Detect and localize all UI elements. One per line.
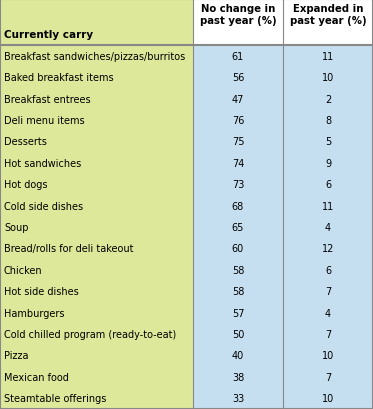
Bar [0, 131, 193, 153]
Bar [193, 217, 373, 238]
Text: 73: 73 [232, 180, 244, 190]
Text: 47: 47 [232, 94, 244, 104]
Text: 8: 8 [325, 116, 331, 126]
Text: Breakfast entrees: Breakfast entrees [4, 94, 91, 104]
Text: Baked breakfast items: Baked breakfast items [4, 73, 114, 83]
Text: 38: 38 [232, 372, 244, 382]
Text: 50: 50 [232, 329, 244, 339]
Bar [193, 131, 373, 153]
Text: 75: 75 [232, 137, 244, 147]
Text: Cold side dishes: Cold side dishes [4, 201, 83, 211]
Text: Desserts: Desserts [4, 137, 47, 147]
Text: Bread/rolls for deli takeout: Bread/rolls for deli takeout [4, 244, 134, 254]
Bar [0, 324, 193, 345]
Bar [0, 196, 193, 217]
Text: Chicken: Chicken [4, 265, 43, 275]
Bar [0, 89, 193, 110]
Text: 68: 68 [232, 201, 244, 211]
Text: Soup: Soup [4, 222, 28, 232]
Bar [193, 110, 373, 131]
Text: 5: 5 [325, 137, 331, 147]
Bar [0, 345, 193, 366]
Text: 7: 7 [325, 329, 331, 339]
Bar [193, 345, 373, 366]
Text: Hot sandwiches: Hot sandwiches [4, 158, 81, 169]
Bar [0, 281, 193, 302]
Bar [0, 110, 193, 131]
Text: 7: 7 [325, 372, 331, 382]
Bar [193, 302, 373, 324]
Text: 11: 11 [322, 201, 334, 211]
Bar [193, 67, 373, 89]
Text: 56: 56 [232, 73, 244, 83]
Text: 58: 58 [232, 287, 244, 297]
Text: 9: 9 [325, 158, 331, 169]
Text: 10: 10 [322, 393, 334, 403]
Bar [193, 0, 373, 46]
Text: 10: 10 [322, 351, 334, 361]
Bar [193, 366, 373, 388]
Bar [193, 46, 373, 67]
Text: 4: 4 [325, 222, 331, 232]
Bar [193, 324, 373, 345]
Bar [193, 196, 373, 217]
Text: 7: 7 [325, 287, 331, 297]
Bar [0, 302, 193, 324]
Bar [0, 153, 193, 174]
Text: Mexican food: Mexican food [4, 372, 69, 382]
Bar [193, 281, 373, 302]
Text: 58: 58 [232, 265, 244, 275]
Text: 4: 4 [325, 308, 331, 318]
Text: 76: 76 [232, 116, 244, 126]
Bar [0, 0, 193, 46]
Text: Expanded in
past year (%): Expanded in past year (%) [290, 4, 366, 26]
Text: Currently carry: Currently carry [4, 30, 93, 40]
Text: 60: 60 [232, 244, 244, 254]
Text: 33: 33 [232, 393, 244, 403]
Text: 40: 40 [232, 351, 244, 361]
Text: Pizza: Pizza [4, 351, 28, 361]
Text: Hamburgers: Hamburgers [4, 308, 65, 318]
Text: 61: 61 [232, 52, 244, 62]
Text: No change in
past year (%): No change in past year (%) [200, 4, 276, 26]
Bar [0, 217, 193, 238]
Bar [193, 89, 373, 110]
Text: 12: 12 [322, 244, 334, 254]
Text: 2: 2 [325, 94, 331, 104]
Bar [193, 238, 373, 259]
Bar [193, 153, 373, 174]
Text: Cold chilled program (ready-to-eat): Cold chilled program (ready-to-eat) [4, 329, 176, 339]
Text: Steamtable offerings: Steamtable offerings [4, 393, 106, 403]
Bar [193, 174, 373, 196]
Text: Hot dogs: Hot dogs [4, 180, 47, 190]
Text: 6: 6 [325, 180, 331, 190]
Bar [0, 388, 193, 409]
Text: 6: 6 [325, 265, 331, 275]
Text: 65: 65 [232, 222, 244, 232]
Text: 10: 10 [322, 73, 334, 83]
Bar [193, 388, 373, 409]
Bar [0, 259, 193, 281]
Bar [0, 366, 193, 388]
Text: 57: 57 [232, 308, 244, 318]
Text: Deli menu items: Deli menu items [4, 116, 85, 126]
Text: 74: 74 [232, 158, 244, 169]
Text: Hot side dishes: Hot side dishes [4, 287, 79, 297]
Bar [0, 46, 193, 67]
Text: 11: 11 [322, 52, 334, 62]
Bar [0, 238, 193, 259]
Bar [193, 259, 373, 281]
Bar [0, 67, 193, 89]
Bar [0, 174, 193, 196]
Text: Breakfast sandwiches/pizzas/burritos: Breakfast sandwiches/pizzas/burritos [4, 52, 185, 62]
